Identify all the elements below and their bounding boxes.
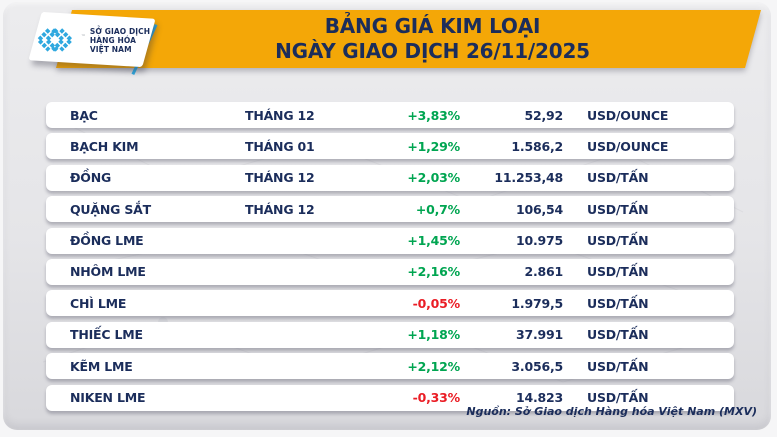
price-value: 52,92 xyxy=(524,107,563,123)
contract-month: THÁNG 12 xyxy=(245,170,315,186)
price-unit: USD/TẤN xyxy=(587,295,649,311)
price-value: 1.979,5 xyxy=(511,295,563,311)
price-unit: USD/OUNCE xyxy=(587,138,669,154)
price-unit: USD/OUNCE xyxy=(587,107,669,123)
price-unit: USD/TẤN xyxy=(587,170,649,186)
brand-name: SỞ GIAO DỊCH HÀNG HÓA VIỆT NAM xyxy=(90,26,150,53)
page-title-line2: NGÀY GIAO DỊCH 26/11/2025 xyxy=(275,39,590,63)
change-percent: -0,05% xyxy=(412,295,461,311)
price-value: 106,54 xyxy=(515,201,563,217)
change-percent: +1,45% xyxy=(407,233,460,249)
commodity-name: ĐỒNG LME xyxy=(70,233,144,249)
contract-month: THÁNG 12 xyxy=(245,201,315,217)
mxv-logo-card: ™ SỞ GIAO DỊCH HÀNG HÓA VIỆT NAM xyxy=(28,11,156,68)
change-percent: +2,16% xyxy=(407,264,460,280)
mxv-logo: ™ SỞ GIAO DỊCH HÀNG HÓA VIỆT NAM xyxy=(33,25,151,55)
table-row: QUẶNG SẮT THÁNG 12 +0,7% 106,54 USD/TẤN xyxy=(46,196,734,223)
table-row: BẠC THÁNG 12 +3,83% 52,92 USD/OUNCE xyxy=(46,102,734,128)
price-value: 14.823 xyxy=(515,390,563,406)
page-title: BẢNG GIÁ KIM LOẠI NGÀY GIAO DỊCH 26/11/2… xyxy=(227,14,590,64)
change-percent: +1,18% xyxy=(407,327,460,343)
table-row: NHÔM LME +2,16% 2.861 USD/TẤN xyxy=(46,258,734,285)
commodity-name: NIKEN LME xyxy=(70,390,146,406)
price-unit: USD/TẤN xyxy=(587,327,649,343)
commodity-name: CHÌ LME xyxy=(70,295,127,311)
table-row: ĐỒNG THÁNG 12 +2,03% 11.253,48 USD/TẤN xyxy=(46,164,734,191)
price-table: BẠC THÁNG 12 +3,83% 52,92 USD/OUNCE BẠCH… xyxy=(46,102,734,416)
commodity-name: BẠC xyxy=(70,107,98,123)
change-percent: +2,03% xyxy=(407,170,460,186)
table-row: NIKEN LME -0,33% 14.823 USD/TẤN xyxy=(46,384,734,411)
table-row: THIẾC LME +1,18% 37.991 USD/TẤN xyxy=(46,321,734,348)
price-unit: USD/TẤN xyxy=(587,264,649,280)
price-unit: USD/TẤN xyxy=(587,390,649,406)
price-value: 2.861 xyxy=(524,264,563,280)
table-row: ĐỒNG LME +1,45% 10.975 USD/TẤN xyxy=(46,227,734,254)
change-percent: +3,83% xyxy=(407,107,460,123)
title-banner-band: BẢNG GIÁ KIM LOẠI NGÀY GIAO DỊCH 26/11/2… xyxy=(56,10,761,68)
commodity-name: ĐỒNG xyxy=(70,170,112,186)
price-value: 3.056,5 xyxy=(511,358,563,374)
commodity-name: THIẾC LME xyxy=(70,327,143,343)
mxv-chevrons-icon xyxy=(36,27,75,52)
title-banner: BẢNG GIÁ KIM LOẠI NGÀY GIAO DỊCH 26/11/2… xyxy=(56,10,761,68)
infographic-card: BẢNG GIÁ KIM LOẠI NGÀY GIAO DỊCH 26/11/2… xyxy=(3,2,771,430)
table-row: KẼM LME +2,12% 3.056,5 USD/TẤN xyxy=(46,353,734,380)
trademark-mark: ™ xyxy=(81,33,87,40)
table-row: CHÌ LME -0,05% 1.979,5 USD/TẤN xyxy=(46,290,734,317)
contract-month: THÁNG 01 xyxy=(245,138,315,154)
price-value: 11.253,48 xyxy=(494,170,563,186)
change-percent: +2,12% xyxy=(407,358,460,374)
change-percent: -0,33% xyxy=(412,390,461,406)
brand-name-line1: SỞ GIAO DỊCH xyxy=(90,26,151,35)
commodity-name: NHÔM LME xyxy=(70,264,146,280)
commodity-name: QUẶNG SẮT xyxy=(70,201,151,217)
change-percent: +1,29% xyxy=(407,138,460,154)
price-value: 1.586,2 xyxy=(511,138,563,154)
commodity-name: BẠCH KIM xyxy=(70,138,139,154)
brand-name-line2: HÀNG HÓA xyxy=(90,35,137,44)
page-title-line1: BẢNG GIÁ KIM LOẠI xyxy=(324,14,541,38)
price-unit: USD/TẤN xyxy=(587,358,649,374)
price-unit: USD/TẤN xyxy=(587,201,649,217)
brand-name-line3: VIỆT NAM xyxy=(90,44,133,53)
commodity-name: KẼM LME xyxy=(70,358,133,374)
price-value: 37.991 xyxy=(515,327,563,343)
price-value: 10.975 xyxy=(515,233,563,249)
contract-month: THÁNG 12 xyxy=(245,107,315,123)
price-unit: USD/TẤN xyxy=(587,233,649,249)
change-percent: +0,7% xyxy=(415,201,460,217)
source-note: Nguồn: Sở Giao dịch Hàng hóa Việt Nam (M… xyxy=(466,405,757,418)
table-row: BẠCH KIM THÁNG 01 +1,29% 1.586,2 USD/OUN… xyxy=(46,133,734,160)
